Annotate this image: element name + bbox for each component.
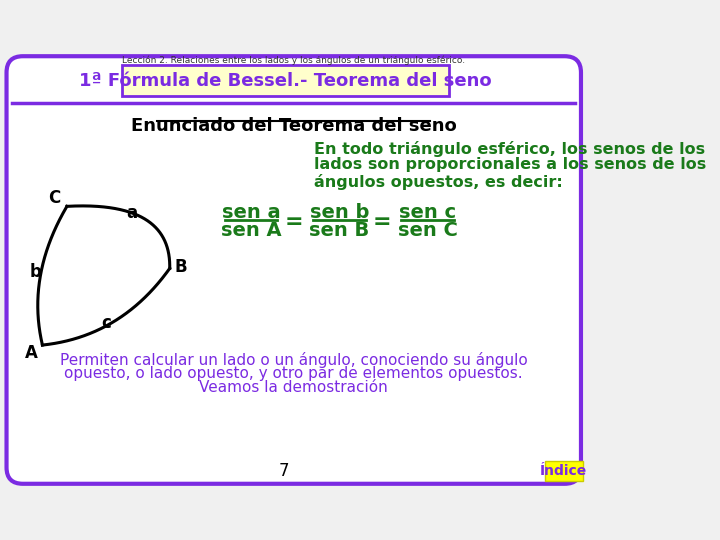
FancyBboxPatch shape: [545, 461, 582, 481]
Text: sen a: sen a: [222, 204, 281, 222]
Text: C: C: [48, 189, 60, 207]
Text: 7: 7: [279, 462, 289, 480]
Text: Índice: Índice: [540, 464, 588, 478]
Text: lados son proporcionales a los senos de los: lados son proporcionales a los senos de …: [314, 157, 706, 172]
Text: =: =: [284, 212, 303, 232]
Text: sen A: sen A: [221, 221, 282, 240]
FancyBboxPatch shape: [122, 65, 449, 96]
Text: sen c: sen c: [399, 204, 456, 222]
Text: A: A: [24, 344, 37, 362]
Text: Veamos la demostración: Veamos la demostración: [199, 380, 388, 395]
Text: sen C: sen C: [397, 221, 457, 240]
FancyBboxPatch shape: [6, 56, 581, 484]
Text: ángulos opuestos, es decir:: ángulos opuestos, es decir:: [314, 174, 563, 190]
Text: c: c: [101, 314, 111, 332]
Text: Enunciado del Teorema del seno: Enunciado del Teorema del seno: [131, 117, 456, 134]
Text: 1ª Fórmula de Bessel.- Teorema del seno: 1ª Fórmula de Bessel.- Teorema del seno: [79, 72, 492, 90]
Text: a: a: [127, 204, 138, 222]
Text: opuesto, o lado opuesto, y otro par de elementos opuestos.: opuesto, o lado opuesto, y otro par de e…: [64, 366, 523, 381]
Text: B: B: [175, 258, 187, 276]
Text: sen B: sen B: [310, 221, 369, 240]
Text: =: =: [372, 212, 391, 232]
Text: b: b: [30, 262, 42, 281]
Text: sen b: sen b: [310, 204, 369, 222]
Text: En todo triángulo esférico, los senos de los: En todo triángulo esférico, los senos de…: [314, 141, 706, 157]
Text: Lección 2. Relaciones entre los lados y los ángulos de un triángulo esférico.: Lección 2. Relaciones entre los lados y …: [122, 56, 465, 65]
Text: Permiten calcular un lado o un ángulo, conociendo su ángulo: Permiten calcular un lado o un ángulo, c…: [60, 352, 528, 368]
